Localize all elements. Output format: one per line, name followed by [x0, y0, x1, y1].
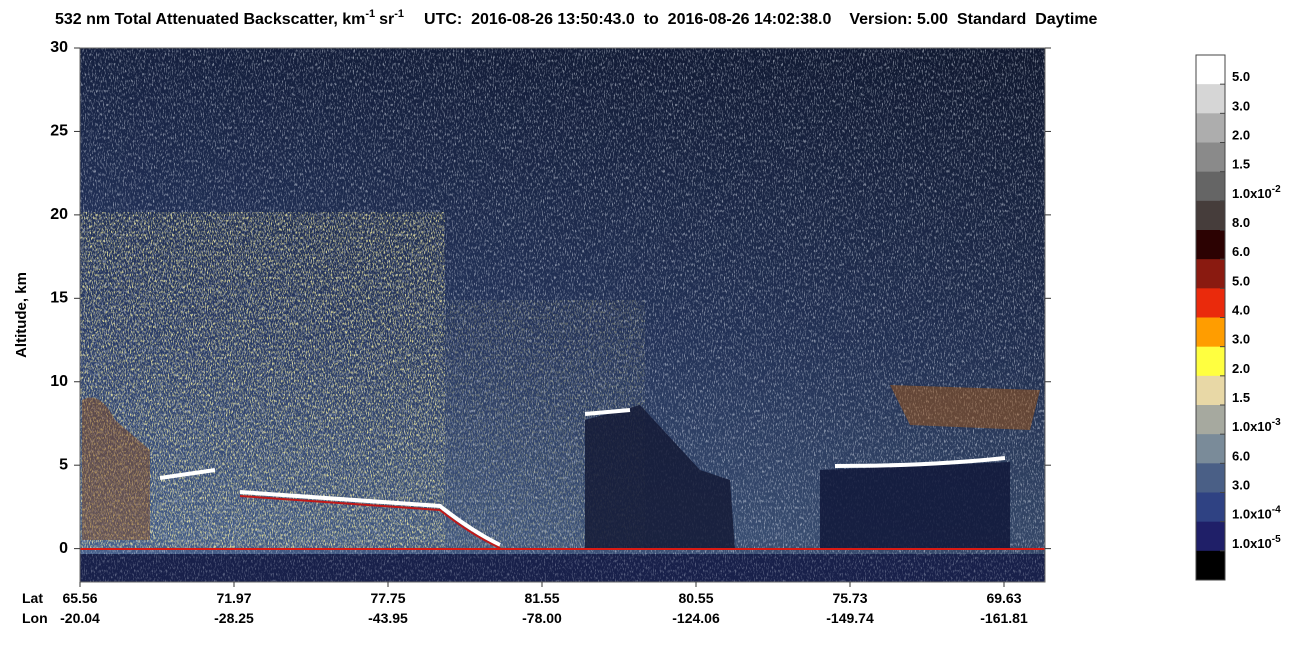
- colorbar-label-text: 3.0: [1232, 99, 1250, 114]
- x-tick-label: -78.00: [522, 610, 562, 626]
- x-tick-label: 69.63: [986, 590, 1021, 606]
- colorbar-swatch: [1196, 288, 1225, 318]
- colorbar-label-text: 6.0: [1232, 245, 1250, 260]
- colorbar-label-text: 1.5: [1232, 390, 1250, 405]
- x-row-label: Lat: [22, 590, 43, 606]
- colorbar-label: 4.0: [1232, 303, 1250, 318]
- y-tick-label: 10: [50, 373, 68, 390]
- colorbar-swatch: [1196, 434, 1225, 464]
- colorbar-swatch: [1196, 463, 1225, 493]
- colorbar-swatch: [1196, 492, 1225, 523]
- colorbar-swatch: [1196, 200, 1225, 231]
- colorbar-swatch: [1196, 142, 1225, 173]
- y-tick-label: 0: [59, 540, 68, 557]
- y-tick-label: 15: [50, 290, 68, 307]
- colorbar-label: 5.0: [1232, 274, 1250, 289]
- x-tick-label: -28.25: [214, 610, 254, 626]
- colorbar-label: 1.0x10-2: [1232, 183, 1281, 201]
- x-row-label: Lon: [22, 610, 48, 626]
- colorbar-label-exponent: -3: [1272, 417, 1281, 428]
- title-version: Version: 5.00 Standard Daytime: [849, 11, 1097, 28]
- x-tick-label: 77.75: [370, 590, 405, 606]
- x-tick-label: 71.97: [216, 590, 251, 606]
- colorbar-label: 1.0x10-3: [1232, 417, 1281, 435]
- colorbar-label: 5.0: [1232, 70, 1250, 85]
- x-tick-label: 65.56: [62, 590, 97, 606]
- colorbar-label: 6.0: [1232, 245, 1250, 260]
- colorbar-label-text: 4.0: [1232, 303, 1250, 318]
- colorbar-swatch: [1196, 346, 1225, 377]
- x-tick-label: 80.55: [678, 590, 713, 606]
- colorbar-swatch: [1196, 550, 1225, 581]
- title-unit-exponent: -1: [365, 8, 375, 20]
- title-unit-exponent: -1: [394, 8, 404, 20]
- colorbar-swatch: [1196, 521, 1225, 552]
- colorbar-label: 2.0: [1232, 128, 1250, 143]
- colorbar-label: 3.0: [1232, 99, 1250, 114]
- x-tick-label: -20.04: [60, 610, 100, 626]
- colorbar-label-text: 1.0x10: [1232, 186, 1272, 201]
- colorbar-label-text: 8.0: [1232, 215, 1250, 230]
- colorbar-label-exponent: -2: [1272, 183, 1281, 194]
- colorbar-label-text: 2.0: [1232, 128, 1250, 143]
- colorbar-label-exponent: -4: [1272, 504, 1281, 515]
- colorbar-label-text: 1.0x10: [1232, 507, 1272, 522]
- colorbar-label-text: 3.0: [1232, 478, 1250, 493]
- x-tick-label: -161.81: [980, 610, 1028, 626]
- colorbar-label: 2.0: [1232, 361, 1250, 376]
- y-tick-label: 20: [50, 206, 68, 223]
- colorbar-label-text: 6.0: [1232, 449, 1250, 464]
- colorbar-label-text: 1.0x10: [1232, 420, 1272, 435]
- colorbar-label: 1.0x10-4: [1232, 504, 1281, 522]
- x-tick-label: -149.74: [826, 610, 874, 626]
- colorbar-swatch: [1196, 259, 1225, 289]
- colorbar-label-text: 1.0x10: [1232, 536, 1272, 551]
- colorbar-label: 1.0x10-5: [1232, 533, 1281, 551]
- colorbar-label-text: 1.5: [1232, 157, 1250, 172]
- colorbar-label: 1.5: [1232, 390, 1250, 405]
- x-tick-label: 81.55: [524, 590, 559, 606]
- colorbar-label-text: 2.0: [1232, 361, 1250, 376]
- colorbar-label: 3.0: [1232, 332, 1250, 347]
- title-utc: UTC: 2016-08-26 13:50:43.0 to 2016-08-26…: [424, 11, 831, 28]
- colorbar-swatch: [1196, 55, 1225, 85]
- y-tick-label: 5: [59, 456, 68, 473]
- colorbar-swatch: [1196, 171, 1225, 202]
- colorbar-swatch: [1196, 84, 1225, 114]
- colorbar-swatch: [1196, 405, 1225, 435]
- colorbar-swatch: [1196, 113, 1225, 143]
- colorbar-swatch: [1196, 317, 1225, 348]
- title-product: 532 nm Total Attenuated Backscatter, km: [55, 11, 365, 28]
- y-axis-label: Altitude, km: [13, 272, 30, 358]
- colorbar-label-text: 5.0: [1232, 70, 1250, 85]
- colorbar-label: 6.0: [1232, 449, 1250, 464]
- chart-title: 532 nm Total Attenuated Backscatter, km-…: [55, 8, 1098, 28]
- x-tick-label: 75.73: [832, 590, 867, 606]
- colorbar-swatch: [1196, 375, 1225, 406]
- colorbar-label-text: 3.0: [1232, 332, 1250, 347]
- colorbar-label-exponent: -5: [1272, 533, 1281, 544]
- title-unit: sr: [379, 11, 394, 28]
- x-tick-label: -43.95: [368, 610, 408, 626]
- colorbar-label: 3.0: [1232, 478, 1250, 493]
- y-tick-label: 25: [50, 123, 68, 140]
- plot-image: [80, 48, 1045, 582]
- y-tick-label: 30: [50, 39, 68, 56]
- plot-frame: [79, 47, 1046, 583]
- colorbar-label: 8.0: [1232, 215, 1250, 230]
- colorbar-label-text: 5.0: [1232, 274, 1250, 289]
- colorbar-label: 1.5: [1232, 157, 1250, 172]
- x-tick-label: -124.06: [672, 610, 720, 626]
- colorbar-swatch: [1196, 230, 1225, 260]
